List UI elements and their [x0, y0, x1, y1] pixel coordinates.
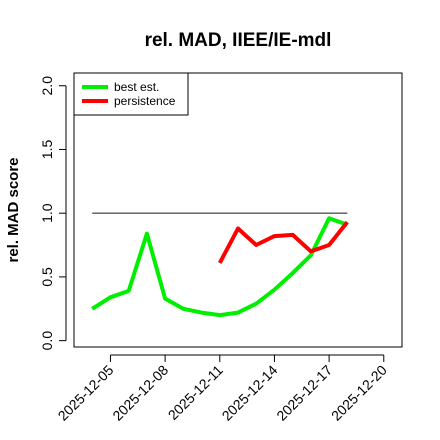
x-tick-label: 2025-12-14 [219, 362, 281, 424]
x-tick-label: 2025-12-05 [55, 362, 117, 424]
y-tick-label: 0.0 [39, 331, 55, 351]
legend-label: persistence [114, 94, 176, 108]
y-tick-label: 0.5 [39, 267, 55, 287]
x-tick-label: 2025-12-08 [109, 362, 171, 424]
legend-label: best est. [114, 80, 159, 94]
y-tick-label: 1.5 [39, 140, 55, 160]
legend-box [73, 72, 189, 116]
series-line-best-est- [91, 216, 348, 318]
plot-frame [73, 72, 403, 348]
y-tick-label: 2.0 [39, 76, 55, 96]
y-tick-label: 1.0 [39, 203, 55, 223]
series-line-persistence [218, 220, 349, 264]
x-tick-label: 2025-12-17 [273, 362, 335, 424]
x-tick-label: 2025-12-20 [328, 362, 390, 424]
chart-title: rel. MAD, IIEE/IE-mdl [145, 30, 332, 51]
y-axis-label: rel. MAD score [5, 157, 22, 262]
x-tick-label: 2025-12-11 [165, 362, 226, 423]
